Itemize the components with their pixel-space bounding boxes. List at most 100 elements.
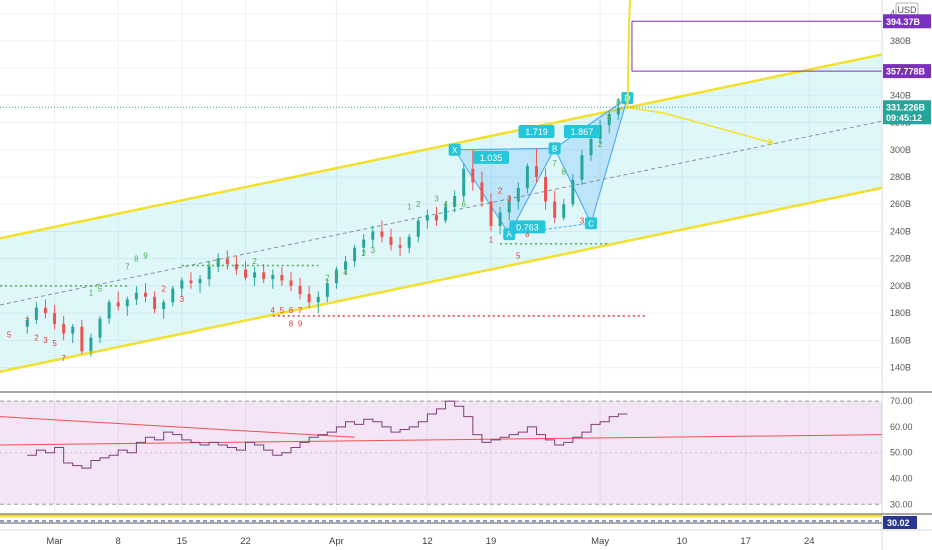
- candle-body: [253, 272, 257, 278]
- candle[interactable]: [553, 190, 557, 224]
- count-label: 8: [562, 167, 567, 176]
- pattern-point-c[interactable]: C: [585, 217, 598, 230]
- candle[interactable]: [407, 234, 411, 254]
- candle[interactable]: [598, 119, 602, 145]
- candle[interactable]: [580, 149, 584, 186]
- candle[interactable]: [189, 272, 193, 289]
- channel-mid-line[interactable]: [0, 120, 883, 306]
- count-label: 8: [525, 230, 530, 239]
- candle[interactable]: [489, 193, 493, 232]
- x-tick-label: 8: [116, 536, 121, 547]
- candle[interactable]: [234, 255, 238, 276]
- candle[interactable]: [362, 234, 366, 256]
- candle[interactable]: [498, 206, 502, 235]
- candle-body: [189, 280, 193, 284]
- candle[interactable]: [534, 148, 538, 183]
- candle[interactable]: [180, 277, 184, 297]
- channel-lower-line[interactable]: [0, 186, 883, 373]
- pattern-point-x[interactable]: X: [448, 143, 461, 156]
- candle[interactable]: [562, 198, 566, 221]
- candle[interactable]: [416, 217, 420, 243]
- candle[interactable]: [307, 285, 311, 308]
- candle-body: [71, 326, 75, 334]
- candle[interactable]: [280, 266, 284, 286]
- candle[interactable]: [134, 285, 138, 305]
- indicator-value-tag-label: 30.02: [887, 518, 910, 528]
- candle[interactable]: [462, 163, 466, 202]
- candle-body: [416, 220, 420, 237]
- candle-body: [98, 318, 102, 338]
- candle[interactable]: [380, 220, 384, 243]
- pattern-ratio-label: 1.035: [480, 153, 503, 163]
- count-label: 3: [507, 194, 512, 203]
- rsi-trend-line[interactable]: [0, 434, 883, 446]
- channel-upper-line[interactable]: [0, 53, 883, 240]
- candle-body: [353, 247, 357, 262]
- candle[interactable]: [389, 228, 393, 251]
- candle[interactable]: [216, 253, 220, 273]
- pattern-ratio-box: [509, 220, 546, 234]
- candle[interactable]: [607, 111, 611, 134]
- candle[interactable]: [125, 296, 129, 316]
- candle[interactable]: [43, 299, 47, 319]
- indicator-value-tag[interactable]: 30.02: [883, 516, 917, 529]
- candle[interactable]: [116, 291, 120, 311]
- candle[interactable]: [62, 315, 66, 341]
- candle[interactable]: [53, 304, 57, 330]
- price-level-tag[interactable]: 357.778B: [883, 64, 931, 79]
- candle[interactable]: [143, 283, 147, 303]
- candle[interactable]: [107, 299, 111, 325]
- candle[interactable]: [71, 324, 75, 344]
- candle[interactable]: [225, 250, 229, 270]
- candle[interactable]: [271, 269, 275, 289]
- candle[interactable]: [80, 319, 84, 354]
- candle[interactable]: [544, 168, 548, 210]
- candle[interactable]: [244, 261, 248, 281]
- candle[interactable]: [398, 236, 402, 256]
- rsi-line[interactable]: [27, 400, 628, 469]
- candle[interactable]: [298, 277, 302, 300]
- candle[interactable]: [571, 174, 575, 207]
- candle[interactable]: [207, 261, 211, 286]
- candle[interactable]: [98, 315, 102, 344]
- candle[interactable]: [453, 190, 457, 213]
- candle[interactable]: [316, 291, 320, 314]
- candle[interactable]: [153, 291, 157, 314]
- candle[interactable]: [162, 299, 166, 319]
- candle[interactable]: [444, 201, 448, 224]
- candle[interactable]: [471, 149, 475, 191]
- candle[interactable]: [334, 266, 338, 289]
- candle[interactable]: [289, 272, 293, 292]
- candle[interactable]: [262, 264, 266, 284]
- rsi-y-tick-label: 60.00: [890, 422, 913, 432]
- pattern-point-b[interactable]: B: [548, 142, 561, 155]
- candle[interactable]: [425, 209, 429, 229]
- candle[interactable]: [344, 255, 348, 276]
- candle[interactable]: [171, 285, 175, 307]
- price-level-tag[interactable]: 394.37B: [883, 14, 931, 29]
- currency-badge[interactable]: USD: [895, 2, 919, 17]
- candle[interactable]: [516, 182, 520, 210]
- rsi-trend-line[interactable]: [0, 416, 355, 438]
- candle-body: [562, 204, 566, 218]
- candle[interactable]: [34, 302, 38, 325]
- candle[interactable]: [525, 163, 529, 194]
- candle[interactable]: [198, 275, 202, 293]
- candle[interactable]: [253, 266, 257, 286]
- pattern-ratio-label: 0.763: [516, 222, 539, 232]
- candle[interactable]: [480, 171, 484, 207]
- candle[interactable]: [434, 206, 438, 226]
- candle[interactable]: [25, 315, 29, 334]
- candle[interactable]: [371, 225, 375, 248]
- projection-path[interactable]: [627, 106, 774, 144]
- rsi-y-tick-label: 40.00: [890, 473, 913, 483]
- y-tick-label: 140B: [890, 363, 911, 373]
- candle[interactable]: [89, 333, 93, 357]
- candle[interactable]: [353, 245, 357, 267]
- candle[interactable]: [325, 279, 329, 303]
- candle[interactable]: [616, 98, 620, 120]
- candle[interactable]: [507, 196, 511, 221]
- candle-body: [580, 155, 584, 180]
